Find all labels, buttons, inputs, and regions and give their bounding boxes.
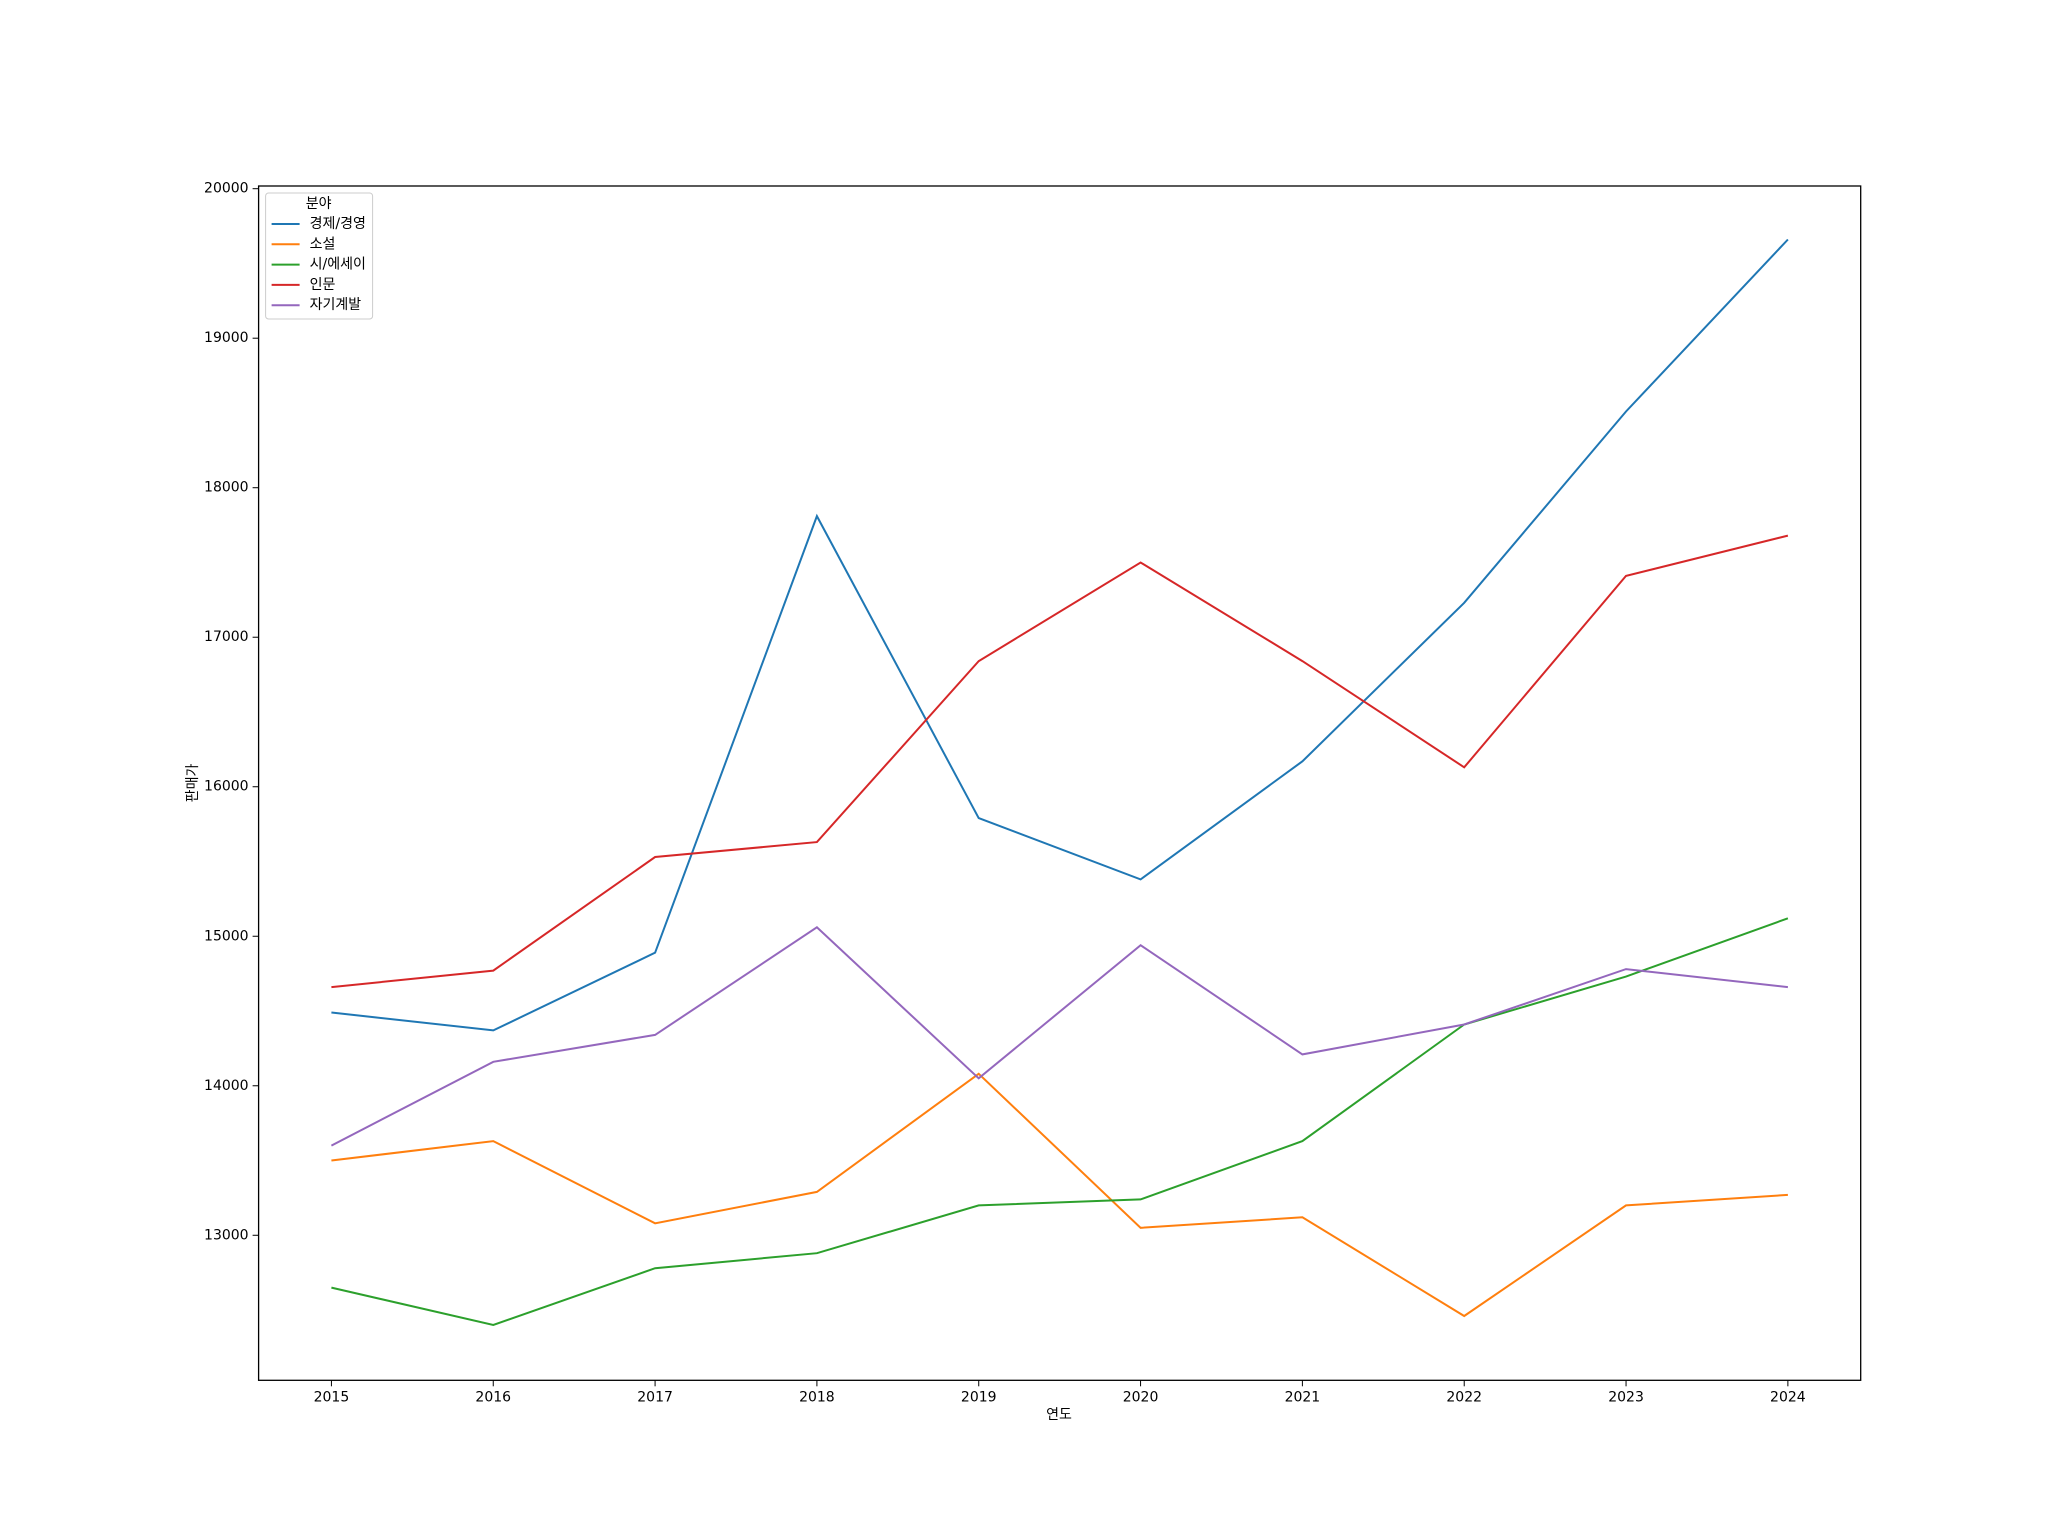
x-tick-label: 2018 [799, 1389, 835, 1405]
y-tick-label: 18000 [204, 480, 249, 496]
legend-label: 소설 [310, 236, 336, 252]
x-axis-label: 연도 [1046, 1407, 1072, 1423]
x-tick-label: 2015 [314, 1389, 350, 1405]
legend-title: 분야 [306, 196, 332, 212]
x-tick-label: 2021 [1285, 1389, 1321, 1405]
legend-label: 자기계발 [310, 297, 362, 313]
y-axis-label: 판매가 [185, 764, 201, 803]
series-line [331, 534, 1789, 989]
x-tick-label: 2022 [1446, 1389, 1482, 1405]
y-tick-label: 17000 [204, 629, 249, 645]
series-line [330, 926, 1789, 1147]
x-tick-label: 2019 [961, 1389, 997, 1405]
legend-label: 인문 [310, 277, 336, 293]
y-tick-label: 19000 [204, 330, 249, 346]
legend-label: 경제/경영 [310, 216, 366, 232]
x-tick-label: 2024 [1770, 1389, 1806, 1405]
series-line [331, 238, 1789, 1032]
x-tick-label: 2023 [1608, 1389, 1644, 1405]
y-tick-label: 14000 [204, 1078, 249, 1094]
x-tick-label: 2016 [475, 1389, 511, 1405]
x-tick-label: 2017 [637, 1389, 673, 1405]
y-tick-label: 13000 [204, 1227, 249, 1243]
x-tick-label: 2020 [1123, 1389, 1159, 1405]
y-tick-label: 16000 [204, 779, 249, 795]
y-tick-label: 20000 [204, 181, 249, 197]
series-line [331, 1072, 1788, 1318]
y-tick-label: 15000 [204, 928, 249, 944]
plot-frame [257, 185, 1862, 1381]
series-line [331, 917, 1789, 1327]
legend-label: 시/에세이 [310, 257, 366, 273]
